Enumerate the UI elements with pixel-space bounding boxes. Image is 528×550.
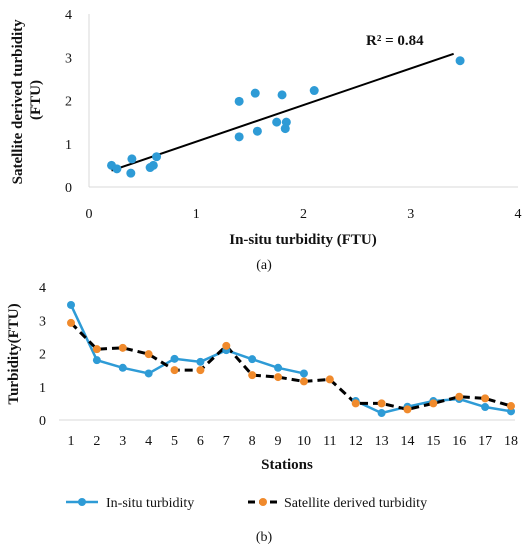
y-axis-title: Satellite derived turbidity (FTU)	[10, 16, 44, 185]
x-tick-label: 11	[323, 434, 336, 449]
scatter-point	[455, 56, 465, 66]
satellite-point	[170, 366, 179, 375]
x-tick-label: 2	[93, 434, 100, 449]
trendline	[111, 52, 454, 172]
y-tick-label: 4	[39, 281, 46, 296]
y-tick-label: 1	[39, 381, 46, 396]
legend-in-situ-marker	[78, 498, 86, 506]
x-tick-label: 1	[193, 207, 200, 222]
y-axis-title: Turbidity(FTU)	[6, 303, 22, 404]
x-tick-label: 13	[375, 434, 389, 449]
scatter-point	[309, 86, 319, 96]
in-situ-point	[481, 403, 490, 412]
in-situ-point	[144, 369, 153, 378]
scatter-point	[272, 117, 282, 127]
x-tick-label: 9	[275, 434, 282, 449]
panel-b-label: (b)	[256, 530, 273, 545]
satellite-line	[69, 321, 512, 411]
satellite-point	[481, 394, 490, 403]
satellite-point	[222, 341, 231, 350]
x-tick-label: 3	[407, 207, 414, 222]
scatter-point	[250, 88, 260, 98]
x-tick-label: 16	[452, 434, 466, 449]
y-axis-title-line1: Satellite derived turbidity	[10, 19, 26, 184]
scatter-panel: 0 1 2 3 4 0 1 2 3 4 R² = 0.84 In-situ turbidity …	[10, 8, 522, 273]
x-tick-label: 3	[119, 434, 126, 449]
y-tick-label: 4	[65, 8, 72, 23]
y-tick-label: 0	[65, 181, 72, 196]
legend-in-situ-label: In-situ turbidity	[106, 496, 194, 511]
in-situ-point	[299, 369, 308, 378]
scatter-point	[277, 90, 287, 100]
panel-a-label: (a)	[256, 258, 272, 273]
x-tick-label: 0	[86, 207, 93, 222]
in-situ-point	[92, 356, 101, 365]
satellite-point	[325, 375, 334, 384]
y-tick-label: 0	[39, 414, 46, 429]
satellite-point	[507, 402, 515, 411]
satellite-point	[299, 377, 308, 386]
scatter-point	[234, 132, 244, 142]
satellite-point	[118, 343, 127, 352]
scatter-point	[126, 168, 136, 178]
satellite-point	[274, 373, 283, 382]
satellite-point	[429, 399, 438, 408]
y-tick-label: 2	[65, 95, 72, 110]
scatter-point	[280, 124, 290, 134]
x-tick-label: 5	[171, 434, 178, 449]
scatter-point	[152, 152, 162, 162]
x-tick-label: 15	[426, 434, 440, 449]
in-situ-point	[377, 409, 386, 418]
r-squared-annotation: R² = 0.84	[366, 33, 424, 49]
legend: In-situ turbidity Satellite derived turb…	[66, 496, 427, 511]
in-situ-point	[248, 355, 257, 364]
in-situ-point	[170, 354, 179, 363]
legend-satellite-marker	[259, 498, 267, 506]
satellite-point	[196, 366, 205, 375]
y-axis-title-line2: (FTU)	[28, 80, 44, 120]
x-tick-label: 4	[515, 207, 522, 222]
satellite-point	[92, 345, 101, 354]
x-tick-label: 17	[478, 434, 492, 449]
satellite-point	[351, 399, 360, 408]
scatter-point	[127, 154, 137, 164]
y-tick-label: 2	[39, 348, 46, 363]
in-situ-point	[118, 363, 127, 372]
satellite-point	[144, 350, 153, 359]
x-tick-label: 10	[297, 434, 311, 449]
in-situ-point	[67, 300, 75, 309]
legend-satellite-label: Satellite derived turbidity	[284, 496, 427, 511]
scatter-point	[148, 160, 158, 170]
y-tick-label: 3	[65, 51, 72, 66]
x-tick-label: 4	[145, 434, 152, 449]
y-tick-label: 1	[65, 138, 72, 153]
y-tick-label: 3	[39, 314, 46, 329]
x-tick-label: 18	[504, 434, 518, 449]
x-tick-label: 12	[349, 434, 363, 449]
x-tick-label: 7	[223, 434, 230, 449]
x-tick-label: 1	[68, 434, 75, 449]
x-tick-label: 14	[400, 434, 414, 449]
x-tick-label: 8	[249, 434, 256, 449]
scatter-point	[112, 164, 122, 174]
x-axis-title: In-situ turbidity (FTU)	[229, 232, 377, 248]
x-tick-label: 6	[197, 434, 204, 449]
in-situ-line	[69, 304, 512, 415]
in-situ-point	[196, 357, 205, 366]
x-axis-title: Stations	[261, 457, 313, 473]
satellite-point	[248, 371, 257, 380]
satellite-point	[377, 399, 386, 408]
satellite-point	[455, 392, 464, 401]
scatter-point	[252, 126, 262, 136]
x-tick-label: 2	[300, 207, 307, 222]
satellite-point	[67, 318, 75, 327]
satellite-point	[403, 405, 412, 414]
in-situ-point	[274, 363, 283, 372]
scatter-point	[234, 96, 244, 106]
